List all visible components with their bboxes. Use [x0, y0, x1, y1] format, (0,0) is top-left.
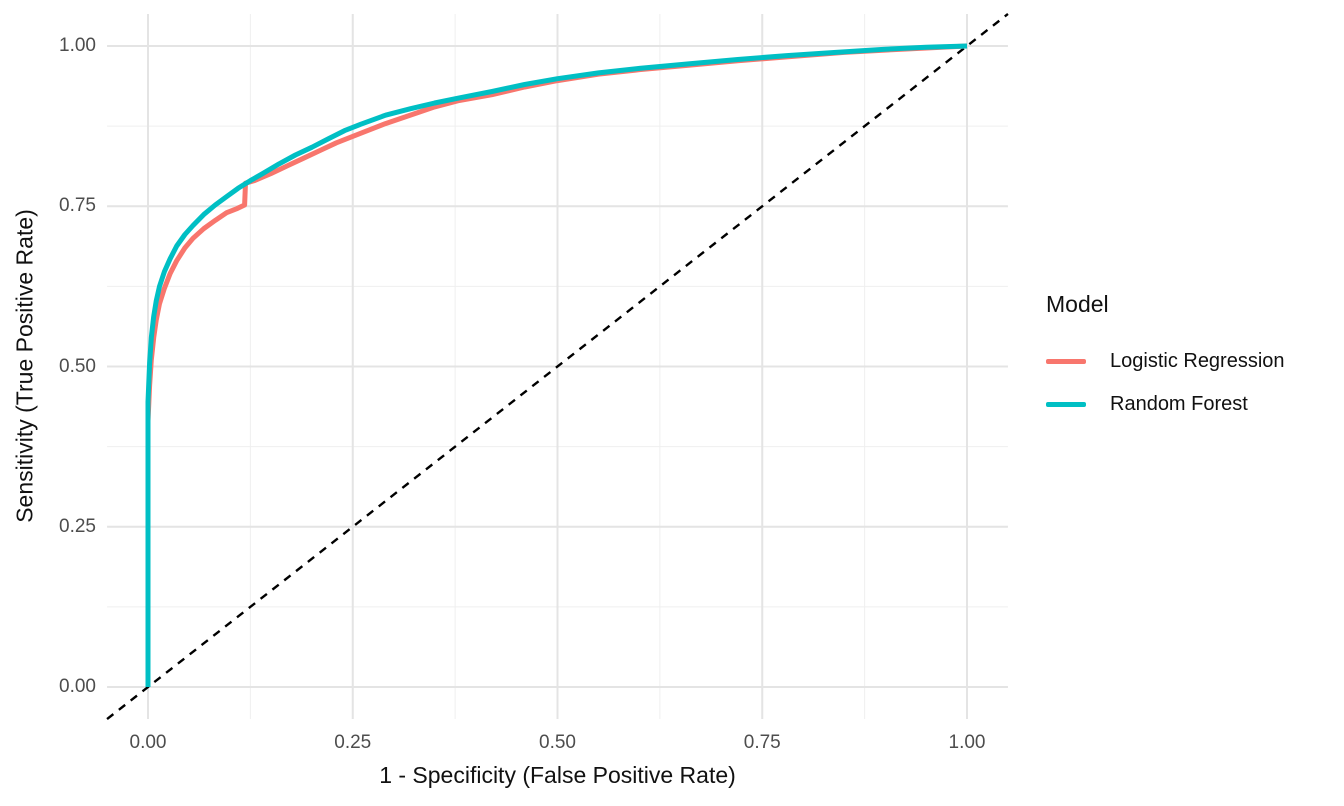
x-tick-label: 0.75 [743, 732, 781, 753]
legend-item-label: Random Forest [1110, 393, 1248, 415]
legend-item-label: Logistic Regression [1110, 350, 1285, 372]
legend: Model Logistic Regression Random Forest [1042, 291, 1332, 426]
y-tick-label: 0.75 [59, 195, 96, 217]
legend-key-line-icon [1046, 402, 1086, 407]
x-tick-label: 0.50 [539, 732, 576, 753]
reference-diagonal-dashed-line [106, 13, 1009, 720]
y-tick-label: 0.00 [59, 676, 96, 697]
legend-item-random-forest: Random Forest [1042, 383, 1332, 426]
legend-title: Model [1046, 291, 1109, 317]
y-tick-label: 1.00 [59, 35, 96, 56]
x-tick-label: 0.00 [129, 732, 167, 753]
legend-key-logistic-regression [1046, 359, 1092, 364]
roc-curve-random-forest [145, 43, 968, 687]
x-axis-title: 1 - Specificity (False Positive Rate) [379, 762, 736, 788]
x-tick-label: 1.00 [948, 732, 986, 753]
legend-key-line-icon [1046, 359, 1086, 364]
y-tick-label: 0.50 [59, 355, 96, 377]
legend-key-random-forest [1046, 402, 1092, 407]
x-tick-label: 0.25 [334, 732, 372, 753]
legend-item-logistic-regression: Logistic Regression [1042, 340, 1332, 383]
y-tick-label: 0.25 [59, 515, 96, 537]
y-axis-title: Sensitivity (True Positive Rate) [11, 209, 38, 523]
